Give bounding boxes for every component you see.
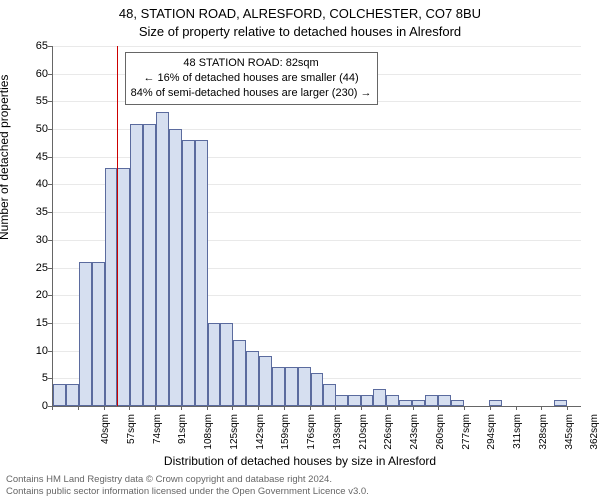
y-tick-mark — [48, 46, 52, 47]
x-tick-mark — [490, 406, 491, 410]
y-tick-mark — [48, 129, 52, 130]
histogram-bar — [246, 351, 259, 406]
x-tick-mark — [52, 406, 53, 410]
y-tick-label: 35 — [4, 206, 48, 218]
x-tick-mark — [207, 406, 208, 410]
y-tick-mark — [48, 74, 52, 75]
y-tick-label: 0 — [4, 400, 48, 412]
x-tick-mark — [284, 406, 285, 410]
histogram-bar — [438, 395, 451, 406]
x-tick-mark — [310, 406, 311, 410]
histogram-bar — [348, 395, 361, 406]
histogram-bar — [143, 124, 156, 406]
x-tick-mark — [155, 406, 156, 410]
x-tick-mark — [567, 406, 568, 410]
x-tick-mark — [438, 406, 439, 410]
histogram-bar — [169, 129, 182, 406]
y-tick-mark — [48, 323, 52, 324]
footer-line2: Contains public sector information licen… — [6, 486, 369, 498]
y-tick-mark — [48, 351, 52, 352]
histogram-bar — [105, 168, 118, 406]
y-tick-mark — [48, 240, 52, 241]
histogram-bar — [208, 323, 221, 406]
y-tick-label: 60 — [4, 68, 48, 80]
property-size-histogram: { "titles": { "line1": "48, STATION ROAD… — [0, 0, 600, 500]
histogram-bar — [156, 112, 169, 406]
histogram-bar — [386, 395, 399, 406]
x-tick-mark — [387, 406, 388, 410]
y-tick-label: 15 — [4, 317, 48, 329]
histogram-bar — [66, 384, 79, 406]
x-tick-mark — [258, 406, 259, 410]
y-tick-mark — [48, 378, 52, 379]
chart-plot-area: 48 STATION ROAD: 82sqm← 16% of detached … — [52, 46, 581, 407]
x-tick-mark — [361, 406, 362, 410]
x-tick-mark — [181, 406, 182, 410]
y-tick-mark — [48, 101, 52, 102]
histogram-bar — [361, 395, 374, 406]
footer-line1: Contains HM Land Registry data © Crown c… — [6, 474, 369, 486]
y-tick-mark — [48, 184, 52, 185]
x-tick-mark — [104, 406, 105, 410]
x-tick-mark — [78, 406, 79, 410]
chart-title-subtitle: Size of property relative to detached ho… — [0, 24, 600, 39]
histogram-bar — [489, 400, 502, 406]
x-tick-mark — [541, 406, 542, 410]
annotation-line3: 84% of semi-detached houses are larger (… — [131, 86, 372, 101]
y-tick-label: 10 — [4, 345, 48, 357]
x-tick-mark — [232, 406, 233, 410]
y-tick-label: 45 — [4, 151, 48, 163]
histogram-bar — [53, 384, 66, 406]
y-tick-label: 5 — [4, 372, 48, 384]
histogram-bar — [195, 140, 208, 406]
annotation-box: 48 STATION ROAD: 82sqm← 16% of detached … — [125, 52, 378, 105]
annotation-line1: 48 STATION ROAD: 82sqm — [131, 56, 372, 71]
histogram-bar — [117, 168, 130, 406]
y-tick-label: 40 — [4, 178, 48, 190]
x-tick-mark — [516, 406, 517, 410]
x-axis-label: Distribution of detached houses by size … — [0, 454, 600, 468]
histogram-bar — [220, 323, 233, 406]
y-tick-mark — [48, 268, 52, 269]
x-tick-mark — [335, 406, 336, 410]
histogram-bar — [259, 356, 272, 406]
histogram-bar — [272, 367, 285, 406]
histogram-bar — [92, 262, 105, 406]
histogram-bar — [554, 400, 567, 406]
histogram-bar — [335, 395, 348, 406]
x-tick-mark — [129, 406, 130, 410]
histogram-bar — [373, 389, 386, 406]
histogram-bar — [233, 340, 246, 406]
y-tick-label: 20 — [4, 289, 48, 301]
histogram-bar — [425, 395, 438, 406]
y-tick-label: 50 — [4, 123, 48, 135]
footer-credits: Contains HM Land Registry data © Crown c… — [0, 474, 375, 498]
y-tick-mark — [48, 212, 52, 213]
histogram-bar — [412, 400, 425, 406]
chart-title-address: 48, STATION ROAD, ALRESFORD, COLCHESTER,… — [0, 6, 600, 21]
y-tick-label: 30 — [4, 234, 48, 246]
histogram-bar — [79, 262, 92, 406]
y-tick-label: 65 — [4, 40, 48, 52]
histogram-bar — [451, 400, 464, 406]
x-tick-mark — [464, 406, 465, 410]
histogram-bar — [399, 400, 412, 406]
y-tick-mark — [48, 157, 52, 158]
y-tick-label: 55 — [4, 95, 48, 107]
annotation-line2: ← 16% of detached houses are smaller (44… — [131, 71, 372, 86]
x-tick-mark — [413, 406, 414, 410]
gridline — [53, 46, 581, 47]
histogram-bar — [298, 367, 311, 406]
histogram-bar — [311, 373, 324, 406]
y-tick-label: 25 — [4, 262, 48, 274]
histogram-bar — [182, 140, 195, 406]
property-marker-line — [117, 46, 118, 406]
histogram-bar — [285, 367, 298, 406]
histogram-bar — [130, 124, 143, 406]
y-tick-mark — [48, 295, 52, 296]
